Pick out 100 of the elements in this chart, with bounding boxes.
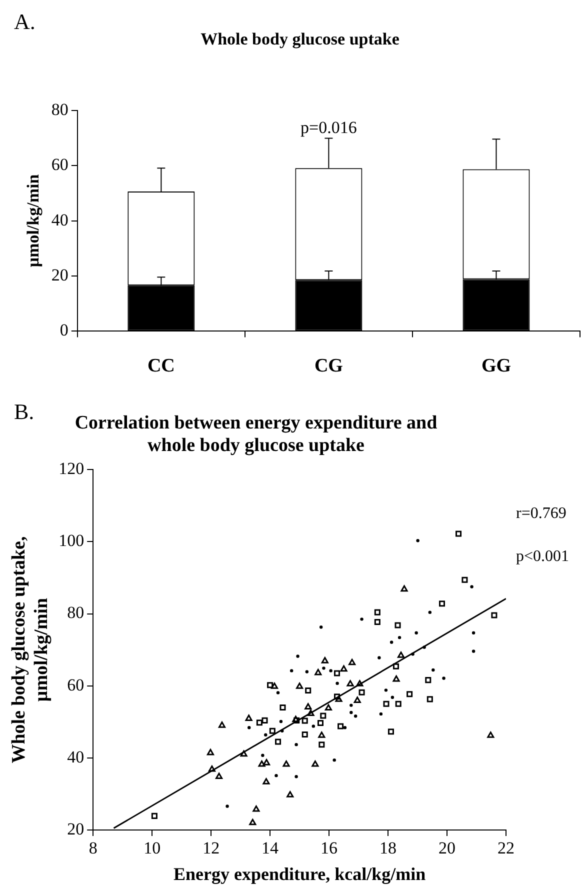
y-tick-label: 100 <box>58 531 84 550</box>
point <box>374 609 380 616</box>
point <box>390 696 394 699</box>
point <box>472 631 476 634</box>
text: p<0.001 <box>516 548 570 565</box>
point <box>307 710 314 716</box>
point <box>432 668 435 672</box>
point <box>397 652 405 658</box>
point <box>383 700 390 707</box>
point <box>394 622 401 628</box>
point <box>258 760 266 767</box>
point <box>395 700 402 707</box>
point <box>245 714 252 721</box>
point <box>262 778 270 784</box>
point <box>318 742 325 748</box>
point <box>294 775 298 778</box>
point <box>296 654 300 658</box>
chart-title: Correlation between energy expenditure and whole body glucose uptake <box>74 412 438 456</box>
point <box>472 650 476 653</box>
point <box>456 530 462 537</box>
point <box>275 738 282 745</box>
point <box>261 754 264 757</box>
point <box>340 665 348 672</box>
point <box>256 720 262 726</box>
x-tick-label: 12 <box>202 838 220 858</box>
y-tick-label: 0 <box>60 320 68 340</box>
point <box>438 600 446 607</box>
x-tick-label: 14 <box>262 838 280 858</box>
point <box>332 758 336 762</box>
point <box>319 625 323 629</box>
point <box>487 732 494 738</box>
point <box>286 791 294 798</box>
point <box>388 728 394 735</box>
point <box>276 691 280 694</box>
point <box>335 696 342 702</box>
point <box>240 750 248 757</box>
point <box>317 720 324 726</box>
point <box>374 619 380 626</box>
y-tick-label: 40 <box>67 747 84 766</box>
point <box>216 772 223 780</box>
point <box>384 688 388 692</box>
point <box>312 724 316 728</box>
point <box>252 806 260 812</box>
point <box>354 714 358 718</box>
point <box>346 680 354 686</box>
point <box>360 618 364 621</box>
point <box>358 689 365 696</box>
point <box>208 766 216 772</box>
point <box>304 703 312 710</box>
y-tick-label: 60 <box>51 155 68 174</box>
chart-title: Whole body glucose uptake <box>200 30 400 49</box>
x-tick-label: CC <box>147 356 175 377</box>
point <box>329 669 332 672</box>
point <box>305 670 309 674</box>
point <box>318 732 326 738</box>
point <box>296 682 304 689</box>
x-tick-label: 22 <box>498 838 514 858</box>
point <box>280 729 284 732</box>
x-tick-label: 16 <box>320 838 338 858</box>
point <box>206 748 214 756</box>
y-tick-label: 120 <box>58 459 84 478</box>
point <box>350 710 353 714</box>
point <box>390 640 394 644</box>
y-tick-label: 40 <box>51 210 68 230</box>
text: A. <box>14 8 36 34</box>
text: B. <box>14 398 34 424</box>
point <box>312 760 319 767</box>
point <box>462 576 468 583</box>
point <box>442 676 446 680</box>
x-axis-title: Energy expenditure, kcal/kg/min <box>173 864 426 884</box>
point <box>305 688 312 694</box>
point <box>350 704 353 707</box>
point <box>274 774 278 778</box>
point <box>338 723 344 730</box>
x-tick-label: GG <box>481 356 512 377</box>
point <box>336 682 339 685</box>
y-tick-label: 80 <box>51 100 68 119</box>
y-axis-title: Whole body glucose uptake, µmol/kg/min <box>8 536 52 764</box>
y-tick-label: 20 <box>67 819 84 838</box>
text: r=0.769 <box>516 504 566 522</box>
point <box>356 680 364 686</box>
point <box>398 636 402 640</box>
point <box>411 652 414 656</box>
point <box>400 585 408 592</box>
point <box>414 631 418 634</box>
point <box>290 669 294 672</box>
point <box>354 696 361 703</box>
point <box>425 677 432 684</box>
point <box>294 742 298 746</box>
point <box>343 726 347 730</box>
point <box>249 818 256 826</box>
point <box>324 704 332 711</box>
point <box>321 657 328 664</box>
x-tick-label: 10 <box>144 838 161 858</box>
point <box>270 682 278 689</box>
point <box>151 812 158 819</box>
x-tick-label: 18 <box>380 838 397 858</box>
y-tick-label: 80 <box>67 603 84 622</box>
point <box>262 717 268 724</box>
point <box>302 731 308 738</box>
